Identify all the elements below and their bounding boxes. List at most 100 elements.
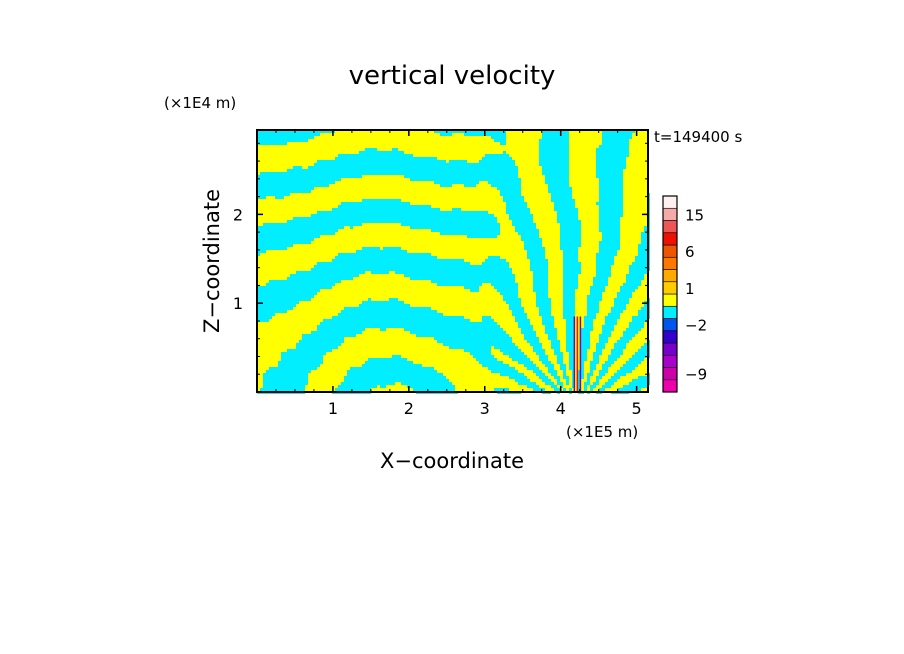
field-cell [488,226,491,229]
field-cell [401,310,404,313]
field-cell [518,325,521,328]
field-cell [410,277,413,280]
field-cell [500,289,503,292]
field-cell [503,349,506,352]
field-cell [434,256,437,259]
field-cell [626,289,629,292]
field-cell [317,229,320,232]
field-cell [392,265,395,268]
field-cell [383,211,386,214]
field-cell [488,352,491,355]
field-cell [488,256,491,259]
field-cell [443,178,446,181]
field-cell [473,328,476,331]
field-cell [299,346,302,349]
field-cell [404,313,407,316]
field-cell [635,328,638,331]
field-cell [431,157,434,160]
field-cell [530,235,533,238]
field-cell [602,193,605,196]
field-cell [485,154,488,157]
field-cell [641,244,644,247]
field-cell [356,217,359,220]
field-cell [539,262,542,265]
field-cell [395,211,398,214]
field-cell [260,181,263,184]
field-cell [383,325,386,328]
field-cell [293,166,296,169]
field-cell [260,292,263,295]
field-cell [347,160,350,163]
field-cell [293,352,296,355]
field-cell [308,340,311,343]
field-cell [593,352,596,355]
field-cell [506,166,509,169]
field-cell [563,235,566,238]
field-cell [518,298,521,301]
field-cell [482,166,485,169]
field-cell [362,316,365,319]
field-cell [611,328,614,331]
field-cell [563,187,566,190]
field-cell [614,142,617,145]
field-cell [602,220,605,223]
field-cell [563,220,566,223]
field-cell [374,217,377,220]
field-cell [377,208,380,211]
field-cell [311,280,314,283]
field-cell [608,133,611,136]
field-cell [368,319,371,322]
field-cell [605,328,608,331]
field-cell [329,325,332,328]
field-cell [548,313,551,316]
field-cell [497,232,500,235]
field-cell [620,175,623,178]
field-cell [422,316,425,319]
field-cell [557,175,560,178]
field-cell [530,223,533,226]
field-cell [422,274,425,277]
field-cell [563,241,566,244]
field-cell [521,205,524,208]
field-cell [470,352,473,355]
field-cell [512,277,515,280]
field-cell [635,286,638,289]
field-cell [455,166,458,169]
field-cell [644,256,647,259]
field-cell [470,226,473,229]
field-cell [392,268,395,271]
field-cell [608,211,611,214]
field-cell [443,331,446,334]
field-cell [290,292,293,295]
field-cell [506,265,509,268]
field-cell [302,130,305,133]
field-cell [350,214,353,217]
field-cell [590,316,593,319]
field-cell [500,277,503,280]
field-cell [332,232,335,235]
field-cell [272,247,275,250]
field-cell [290,169,293,172]
field-cell [320,160,323,163]
field-cell [332,178,335,181]
field-cell [302,343,305,346]
field-cell [395,163,398,166]
field-cell [377,307,380,310]
field-cell [506,202,509,205]
field-cell [569,274,572,277]
field-cell [566,301,569,304]
field-cell [506,199,509,202]
field-cell [629,265,632,268]
field-cell [467,184,470,187]
field-cell [551,145,554,148]
field-cell [632,130,635,133]
field-cell [266,298,269,301]
field-cell [320,211,323,214]
field-cell [392,304,395,307]
field-cell [377,157,380,160]
field-cell [467,172,470,175]
field-cell [518,181,521,184]
field-cell [533,283,536,286]
field-cell [287,172,290,175]
field-cell [617,229,620,232]
